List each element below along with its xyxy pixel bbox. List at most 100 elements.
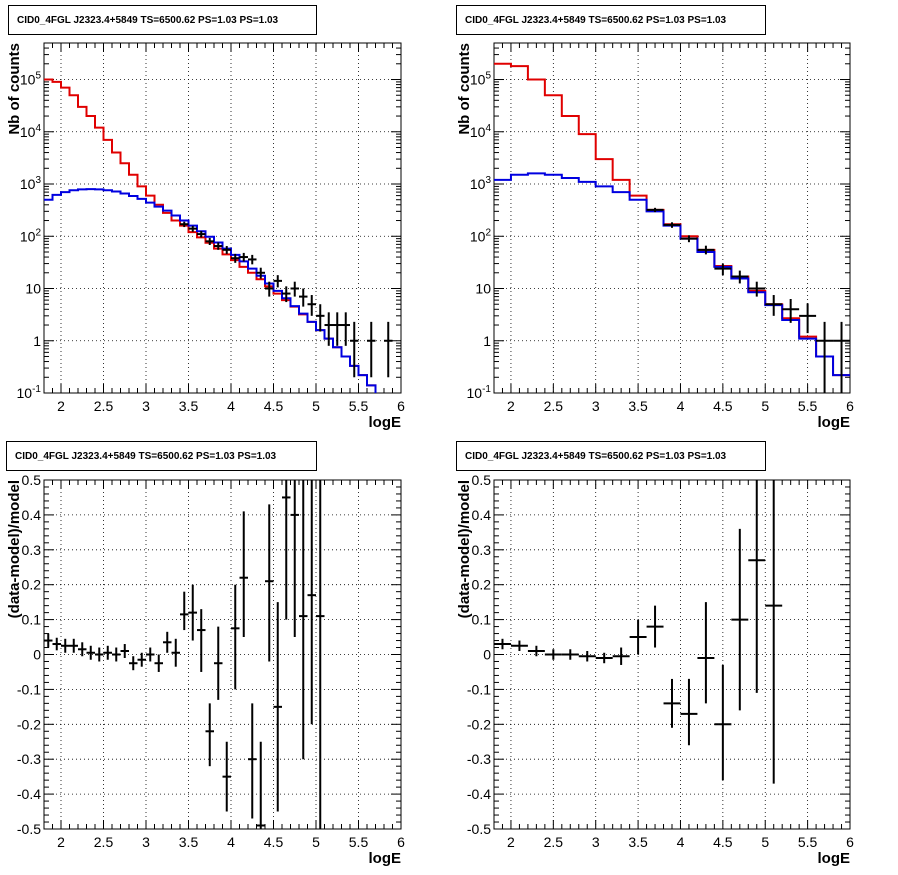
y-axis-title: Nb of counts bbox=[6, 43, 23, 135]
residual-point bbox=[527, 645, 545, 657]
x-tick-label: 4 bbox=[227, 834, 235, 850]
x-tick-label: 2 bbox=[507, 834, 515, 850]
y-tick-label: 0.1 bbox=[22, 612, 42, 628]
x-tick-label: 6 bbox=[397, 834, 405, 850]
residual-point bbox=[214, 626, 223, 700]
residual-point bbox=[61, 638, 70, 653]
data-point bbox=[239, 252, 248, 262]
x-tick-label: 4 bbox=[677, 398, 685, 414]
residual-point bbox=[248, 703, 257, 819]
data-point bbox=[748, 281, 766, 297]
plot-content bbox=[494, 62, 850, 393]
data-point bbox=[663, 222, 681, 228]
series-blue-histogram bbox=[494, 172, 850, 377]
residual-point bbox=[307, 480, 316, 725]
residual-point bbox=[273, 602, 282, 812]
x-tick-label: 2 bbox=[57, 834, 65, 850]
residual-point bbox=[612, 647, 630, 665]
chart-panel-1: CID0_4FGL J2323.4+5849 TS=6500.62 PS=1.0… bbox=[6, 5, 405, 431]
y-tick-label: 0.2 bbox=[22, 577, 42, 593]
residual-point bbox=[120, 644, 129, 658]
data-point bbox=[799, 303, 817, 334]
residual-point bbox=[146, 647, 155, 662]
y-axis-title: Nb of counts bbox=[456, 43, 473, 135]
grid bbox=[44, 43, 401, 393]
y-tick-label: 10-1 bbox=[467, 384, 492, 401]
y-tick-label: -0.1 bbox=[467, 681, 491, 697]
data-point bbox=[765, 295, 783, 316]
x-tick-label: 2.5 bbox=[94, 834, 114, 850]
residual-point bbox=[697, 602, 715, 704]
data-point bbox=[290, 281, 299, 297]
x-tick-label: 4.5 bbox=[713, 398, 733, 414]
data-point bbox=[265, 281, 274, 297]
x-tick-label: 3.5 bbox=[179, 398, 199, 414]
data-point bbox=[307, 295, 316, 316]
x-axis-title: logE bbox=[818, 850, 851, 867]
y-tick-label: 1 bbox=[483, 333, 491, 349]
residual-point bbox=[663, 678, 681, 728]
residual-point bbox=[231, 584, 240, 690]
data-point bbox=[299, 288, 308, 307]
x-tick-label: 5.5 bbox=[349, 834, 369, 850]
title-box bbox=[456, 441, 766, 471]
data-point bbox=[316, 304, 325, 332]
y-tick-label: 104 bbox=[470, 123, 492, 140]
chart-title: CID0_4FGL J2323.4+5849 TS=6500.62 PS=1.0… bbox=[465, 451, 727, 462]
y-axis-title: (data-model)/model bbox=[456, 480, 473, 618]
x-tick-label: 2.5 bbox=[544, 834, 564, 850]
x-tick-label: 3.5 bbox=[179, 834, 199, 850]
y-tick-label: 104 bbox=[20, 123, 42, 140]
residual-point bbox=[544, 649, 562, 660]
y-tick-label: 105 bbox=[470, 71, 492, 88]
residual-point bbox=[646, 605, 664, 648]
title-box bbox=[8, 5, 317, 35]
y-tick-label: 0.5 bbox=[22, 472, 42, 488]
data-point bbox=[188, 225, 197, 232]
data-point bbox=[367, 321, 376, 378]
x-tick-label: 3 bbox=[592, 834, 600, 850]
y-tick-label: -0.5 bbox=[467, 821, 491, 837]
x-tick-label: 4 bbox=[227, 398, 235, 414]
x-tick-label: 4.5 bbox=[264, 834, 284, 850]
x-tick-label: 5 bbox=[312, 398, 320, 414]
x-tick-label: 6 bbox=[846, 398, 854, 414]
plot-content bbox=[494, 480, 783, 784]
y-tick-label: 0.1 bbox=[472, 612, 492, 628]
plot-frame bbox=[43, 42, 402, 394]
residual-point bbox=[163, 631, 172, 653]
data-point bbox=[697, 245, 715, 255]
data-point bbox=[282, 286, 291, 303]
data-point bbox=[197, 231, 206, 238]
y-tick-label: -0.5 bbox=[17, 821, 41, 837]
grid bbox=[494, 480, 850, 829]
residual-point bbox=[103, 645, 112, 660]
x-tick-label: 5 bbox=[761, 398, 769, 414]
x-tick-label: 3 bbox=[142, 398, 150, 414]
y-tick-label: 0.3 bbox=[472, 542, 492, 558]
residual-point bbox=[578, 651, 596, 662]
y-tick-label: 10-1 bbox=[17, 384, 42, 401]
residual-point bbox=[731, 528, 749, 711]
y-tick-label: -0.3 bbox=[17, 751, 41, 767]
residual-point bbox=[765, 480, 783, 784]
x-tick-label: 2.5 bbox=[544, 398, 564, 414]
data-point bbox=[680, 235, 698, 243]
residual-point bbox=[222, 741, 231, 812]
data-point bbox=[333, 312, 342, 346]
grid bbox=[494, 43, 850, 393]
y-tick-label: 0.4 bbox=[22, 507, 42, 523]
x-tick-label: 4.5 bbox=[713, 834, 733, 850]
y-tick-label: 10 bbox=[25, 281, 41, 297]
x-axis-title: logE bbox=[369, 850, 402, 867]
y-tick-label: -0.4 bbox=[467, 786, 491, 802]
y-tick-label: 102 bbox=[20, 227, 42, 244]
residual-point bbox=[595, 652, 613, 664]
residual-point bbox=[299, 480, 308, 760]
residual-point bbox=[265, 504, 274, 662]
residual-point bbox=[748, 480, 766, 693]
chart-title: CID0_4FGL J2323.4+5849 TS=6500.62 PS=1.0… bbox=[15, 451, 277, 462]
residual-point bbox=[180, 591, 189, 631]
data-point bbox=[816, 321, 834, 393]
